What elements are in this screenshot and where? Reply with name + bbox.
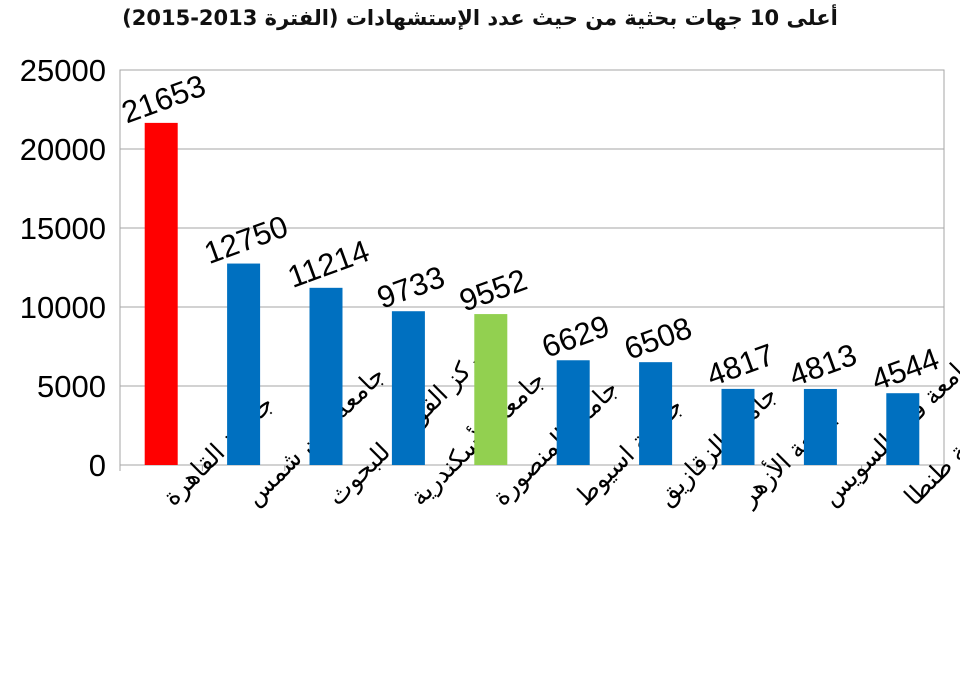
y-tick-label: 15000 [20,211,106,246]
y-tick-label: 10000 [20,290,106,325]
y-tick-label: 5000 [37,369,106,404]
y-tick-label: 0 [89,448,106,483]
chart-title: أعلى 10 جهات بحثية من حيث عدد الإستشهادا… [122,6,838,30]
y-tick-label: 25000 [20,53,106,88]
bar [227,263,261,465]
y-tick-label: 20000 [20,132,106,167]
bar [474,314,508,465]
bar [144,122,178,465]
bar [803,388,837,465]
bar [309,287,343,465]
bar [391,311,425,465]
bar [721,388,755,465]
bar [886,393,920,465]
bar [639,362,673,465]
bar [556,360,590,465]
